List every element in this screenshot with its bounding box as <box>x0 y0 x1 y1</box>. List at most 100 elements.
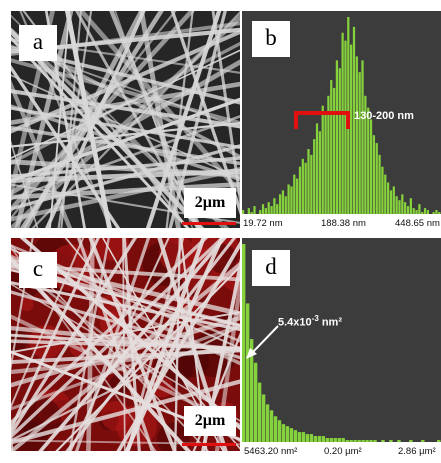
histogram-bar <box>386 182 390 214</box>
histogram-bar <box>341 32 344 214</box>
histogram-bar <box>435 210 438 214</box>
range-annotation: 130-200 nm <box>354 110 414 122</box>
histogram-bar <box>365 440 369 442</box>
histogram-bar <box>358 72 361 214</box>
histogram-bar <box>398 200 401 214</box>
histogram-bar <box>247 208 250 214</box>
histogram-bar <box>278 194 282 214</box>
histogram-bar <box>384 174 387 214</box>
histogram-bar <box>293 430 298 442</box>
histogram-bar <box>369 119 373 214</box>
histogram-bar <box>355 56 358 214</box>
histogram-bar <box>313 436 318 442</box>
arrow-icon <box>246 325 279 359</box>
histogram-bar <box>287 184 290 214</box>
panel-label-a: a <box>19 25 57 61</box>
scale-bar-label: 2µm <box>184 406 236 436</box>
histogram-bar <box>270 206 273 214</box>
x-axis-b: 19.72 nm 188.38 nm 448.65 nm <box>242 214 441 236</box>
histogram-bar <box>337 438 341 442</box>
histogram-bar <box>333 438 337 442</box>
histogram-bar <box>401 194 404 214</box>
histogram-bar <box>281 190 285 214</box>
histogram-bar <box>273 198 276 214</box>
histogram-bar <box>364 95 367 214</box>
histogram-bar <box>261 204 265 214</box>
histogram-bar <box>267 202 270 214</box>
pore-area-annotation: 5.4x10-3 nm² <box>278 314 343 329</box>
histogram-bar <box>418 204 421 214</box>
histogram-bar <box>264 208 267 214</box>
histogram-bar <box>426 210 430 214</box>
histogram-bar <box>273 416 278 442</box>
histogram-bar <box>406 206 410 214</box>
histogram-bar <box>341 438 345 442</box>
histogram-bar <box>253 206 256 214</box>
histogram-bar <box>257 382 262 442</box>
histogram-bar <box>409 198 412 214</box>
histogram-bar <box>304 162 307 214</box>
histogram-bar <box>259 210 262 214</box>
x-tick-label: 448.65 nm <box>395 218 440 229</box>
histogram-bar <box>395 196 398 214</box>
histogram-bar <box>329 438 333 442</box>
histogram-bar <box>415 210 418 214</box>
histogram-bar <box>301 432 306 442</box>
scale-bar <box>182 222 236 225</box>
histogram-bar <box>250 212 253 214</box>
histogram-bar <box>321 105 324 214</box>
scale-bar <box>182 443 236 446</box>
histogram-bar <box>423 208 427 214</box>
histogram-bar <box>345 440 349 442</box>
histogram-bar <box>297 432 302 442</box>
histogram-bar <box>305 434 310 442</box>
histogram-bar <box>321 436 325 442</box>
histogram-bar <box>357 440 361 442</box>
histogram-bar <box>293 174 296 214</box>
histogram-bar <box>361 440 365 442</box>
histogram-bar <box>381 166 384 214</box>
histogram-bar <box>409 440 413 442</box>
histogram-bar <box>349 440 353 442</box>
histogram-bar <box>249 339 254 442</box>
histogram-bar <box>285 426 290 442</box>
histogram-bar <box>372 135 376 214</box>
histogram-bar <box>421 440 425 442</box>
histogram-bar <box>261 394 266 442</box>
histogram-bar <box>242 244 246 442</box>
histogram-bar <box>375 143 378 214</box>
histogram-bar <box>298 166 302 214</box>
histogram-bar <box>296 178 299 214</box>
histogram-bar <box>404 202 407 214</box>
histogram-panel-d: d 5.4x10-3 nm² 5463.20 nm² 0.20 µm² 2.86… <box>242 238 441 460</box>
x-tick-label: 0.20 µm² <box>324 446 362 457</box>
histogram-bar <box>281 424 286 442</box>
x-tick-label: 2.86 µm² <box>398 446 436 457</box>
histogram-bar <box>367 107 370 214</box>
histogram-bar <box>361 60 364 214</box>
histogram-bar <box>344 40 347 214</box>
histogram-bar <box>373 440 377 442</box>
histogram-bar <box>242 210 245 214</box>
histogram-bar <box>325 438 329 442</box>
sem-image-panel-c: c 2µm <box>11 238 240 451</box>
histogram-bar <box>253 362 258 442</box>
histogram-bar <box>332 87 336 214</box>
histogram-panel-b: b 130-200 nm 19.72 nm 188.38 nm 448.65 n… <box>242 11 441 236</box>
x-tick-label: 19.72 nm <box>243 218 283 229</box>
histogram-bar <box>318 131 321 214</box>
histogram-bar <box>309 434 314 442</box>
scale-bar-label: 2µm <box>184 188 236 218</box>
histogram-bar <box>276 204 279 214</box>
histogram-bar <box>338 68 341 214</box>
histogram-bar <box>421 212 424 214</box>
histogram-bar <box>290 186 293 214</box>
histogram-bar <box>245 303 250 442</box>
histogram-bar <box>381 440 385 442</box>
histogram-bar <box>392 186 395 214</box>
histogram-bar <box>389 190 393 214</box>
histogram-bar <box>352 26 356 214</box>
histogram-bar <box>307 148 310 214</box>
histogram-bar <box>438 212 441 214</box>
panel-label-c: c <box>19 252 57 288</box>
